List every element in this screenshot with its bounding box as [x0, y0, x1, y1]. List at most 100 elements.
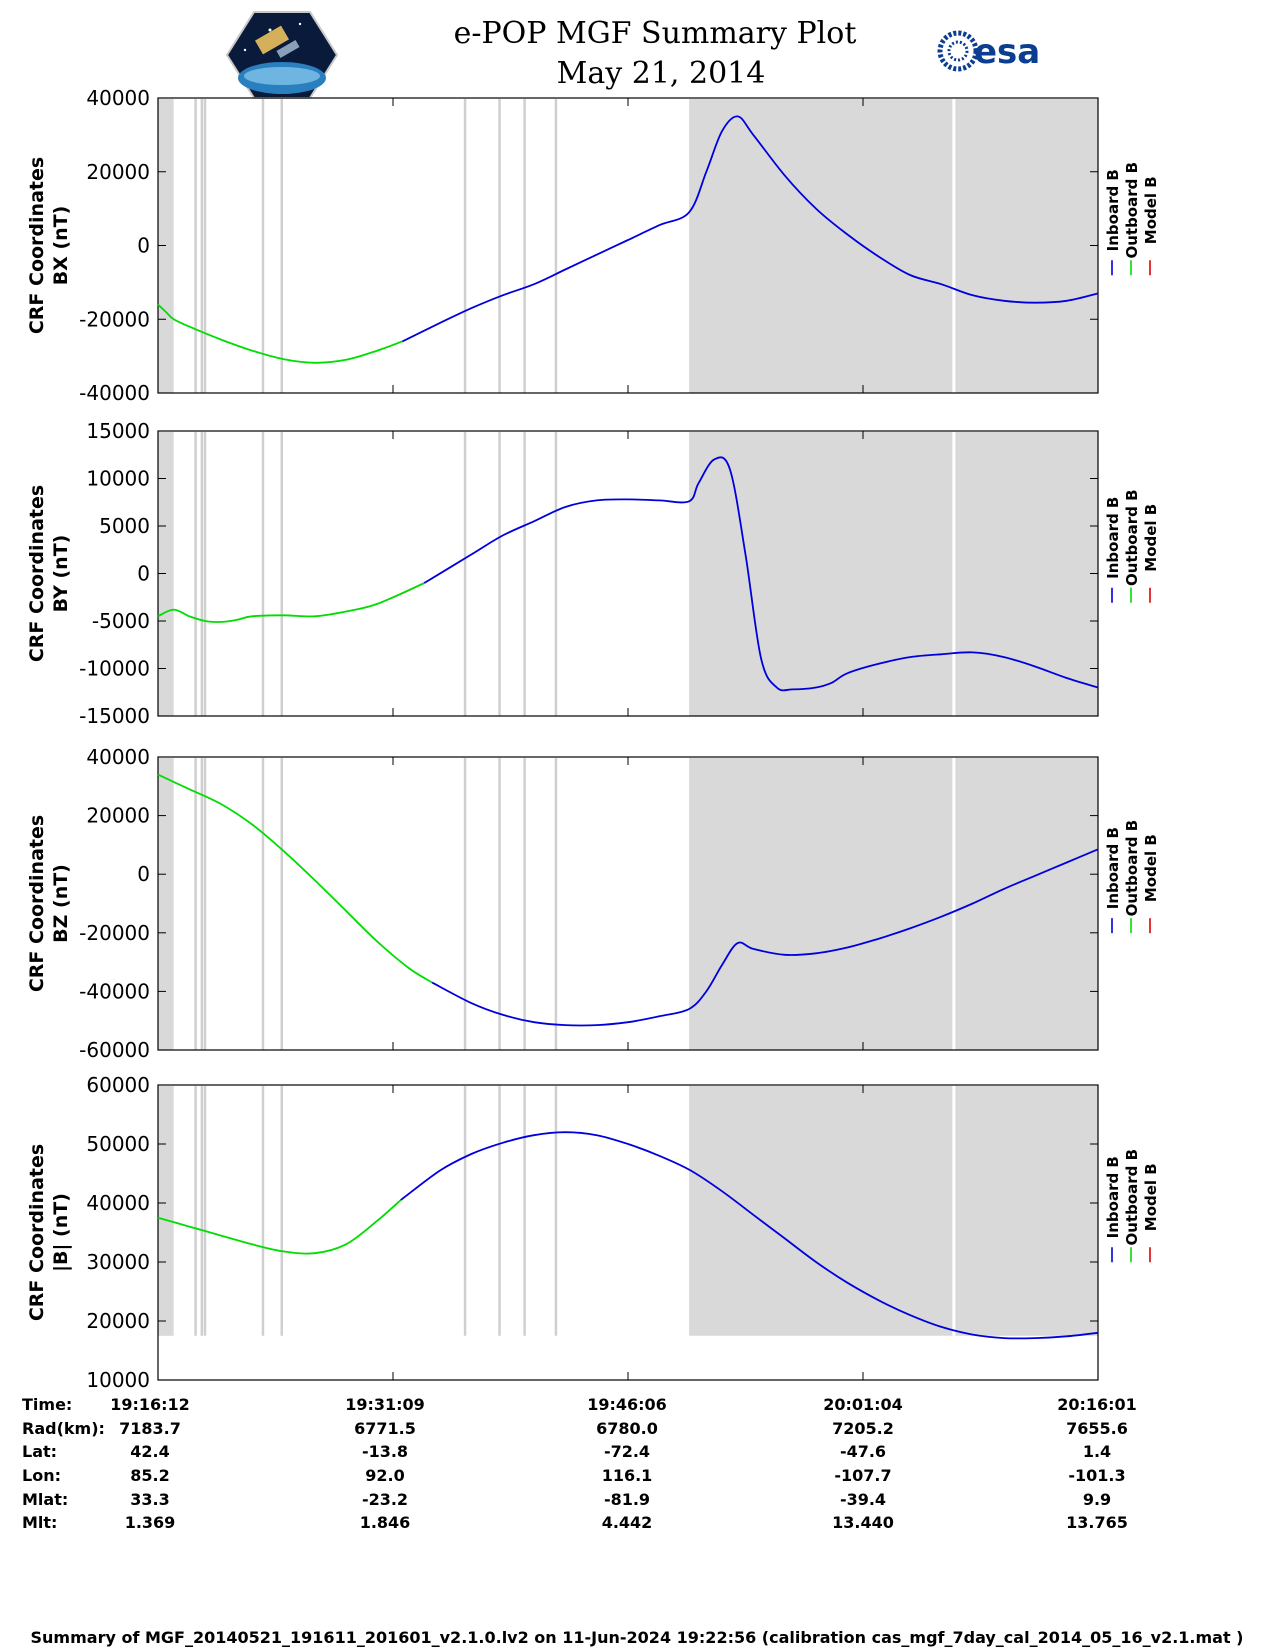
legend-label-inboard: Inboard B [1104, 827, 1122, 909]
y-tick-label: -10000 [79, 657, 150, 681]
outboard-series-line [157, 773, 433, 984]
info-cell: -81.9 [604, 1490, 650, 1509]
legend-label-outboard: Outboard B [1123, 162, 1141, 259]
info-cell: 1.846 [360, 1513, 411, 1532]
y-tick-label: 20000 [86, 804, 150, 828]
y-axis-label: BY (nT) [50, 535, 72, 613]
info-cell: -39.4 [840, 1490, 886, 1509]
info-cell: -13.8 [362, 1442, 408, 1461]
figure-title-line2: May 21, 2014 [557, 56, 766, 91]
info-cell: 7183.7 [119, 1419, 181, 1438]
y-axis-label: BX (nT) [50, 206, 72, 286]
y-axis-label: CRF Coordinates [26, 1144, 48, 1321]
info-cell: 20:16:01 [1057, 1395, 1137, 1414]
y-tick-label: 0 [137, 234, 150, 258]
legend-label-model: Model B [1142, 1163, 1160, 1231]
info-cell: 7205.2 [832, 1419, 894, 1438]
info-cell: 1.369 [125, 1513, 176, 1532]
legend-label-model: Model B [1142, 834, 1160, 902]
info-cell: -72.4 [604, 1442, 650, 1461]
data-gap-block [158, 1086, 174, 1336]
info-cell: -101.3 [1068, 1466, 1125, 1485]
inboard-series-line [423, 456, 1099, 692]
panel-btotal: 10000 20000 30000 40000 50000 60000 CRF Coordi… [26, 1073, 1160, 1392]
info-row-label: Lat: [22, 1442, 57, 1461]
info-cell: 13.765 [1066, 1513, 1128, 1532]
y-axis-label: CRF Coordinates [26, 815, 48, 992]
y-axis-label: CRF Coordinates [26, 157, 48, 334]
y-tick-label: -40000 [79, 979, 150, 1003]
y-tick-label: 10000 [86, 1368, 150, 1392]
info-cell: 116.1 [602, 1466, 653, 1485]
y-axis-label: CRF Coordinates [26, 485, 48, 662]
y-tick-label: 40000 [86, 1191, 150, 1215]
info-cell: 19:31:09 [345, 1395, 425, 1414]
info-cell: 85.2 [130, 1466, 169, 1485]
y-tick-label: -5000 [92, 609, 150, 633]
panel-bx: -40000 -20000 0 20000 40000 CRF Coordinates BX… [26, 86, 1160, 405]
outboard-series-line [157, 303, 403, 364]
outboard-series-line [157, 582, 425, 623]
info-cell: 33.3 [130, 1490, 169, 1509]
esa-logo-icon: esa [937, 30, 1040, 72]
y-tick-label: 40000 [86, 745, 150, 769]
shaded-region [689, 432, 1098, 716]
footer-summary-text: Summary of MGF_20140521_191611_201601_v2… [31, 1628, 1244, 1647]
info-cell: 19:46:06 [587, 1395, 667, 1414]
info-cell: 1.4 [1083, 1442, 1111, 1461]
info-row-label: Time: [22, 1395, 72, 1414]
info-cell: 9.9 [1083, 1490, 1111, 1509]
legend-label-inboard: Inboard B [1104, 169, 1122, 251]
info-cell: -47.6 [840, 1442, 886, 1461]
y-tick-label: 0 [137, 562, 150, 586]
info-cell: 6771.5 [354, 1419, 416, 1438]
legend-label-inboard: Inboard B [1104, 1156, 1122, 1238]
info-cell: 20:01:04 [823, 1395, 903, 1414]
info-row-label: Mlt: [22, 1513, 57, 1532]
info-row-label: Lon: [22, 1466, 61, 1485]
y-axis-label: |B| (nT) [50, 1193, 72, 1272]
y-tick-label: 0 [137, 862, 150, 886]
y-tick-label: -15000 [79, 704, 150, 728]
y-tick-label: 40000 [86, 86, 150, 110]
info-cell: 92.0 [365, 1466, 404, 1485]
y-tick-label: 30000 [86, 1250, 150, 1274]
inboard-series-line [400, 1131, 1099, 1340]
y-tick-label: 15000 [86, 419, 150, 443]
info-cell: 19:16:12 [110, 1395, 190, 1414]
legend-label-model: Model B [1142, 176, 1160, 244]
inboard-series-line [431, 848, 1099, 1027]
info-cell: 4.442 [602, 1513, 653, 1532]
legend-label-model: Model B [1142, 504, 1160, 572]
legend-label-outboard: Outboard B [1123, 820, 1141, 917]
legend-label-outboard: Outboard B [1123, 489, 1141, 586]
shaded-region [689, 758, 1098, 1050]
legend-label-inboard: Inboard B [1104, 497, 1122, 579]
shaded-region [689, 99, 1098, 393]
y-tick-label: 60000 [86, 1073, 150, 1097]
y-tick-label: -40000 [79, 381, 150, 405]
data-gap-block [158, 758, 174, 1050]
orbit-info-table: Time: 19:16:12 19:31:09 19:46:06 20:01:04 20:… [22, 1395, 1137, 1532]
panel-by: -15000 -10000 -5000 0 5000 10000 15000 CRF Coor… [26, 419, 1160, 728]
y-tick-label: 5000 [99, 514, 150, 538]
panel-bz: -60000 -40000 -20000 0 20000 40000 CRF Coordin… [26, 745, 1160, 1062]
esa-logo-text: esa [974, 32, 1040, 72]
y-tick-label: 20000 [86, 1309, 150, 1333]
info-cell: 6780.0 [596, 1419, 658, 1438]
outboard-series-line [157, 1199, 402, 1255]
info-cell: 13.440 [832, 1513, 894, 1532]
y-tick-label: -60000 [79, 1038, 150, 1062]
y-tick-label: 50000 [86, 1132, 150, 1156]
y-tick-label: -20000 [79, 307, 150, 331]
info-cell: -23.2 [362, 1490, 408, 1509]
cassiope-patch-icon [225, 11, 339, 99]
info-cell: 7655.6 [1066, 1419, 1128, 1438]
y-tick-label: 10000 [86, 467, 150, 491]
info-row-label: Mlat: [22, 1490, 68, 1509]
info-cell: -107.7 [834, 1466, 891, 1485]
legend-label-outboard: Outboard B [1123, 1149, 1141, 1246]
info-row-label: Rad(km): [22, 1419, 105, 1438]
